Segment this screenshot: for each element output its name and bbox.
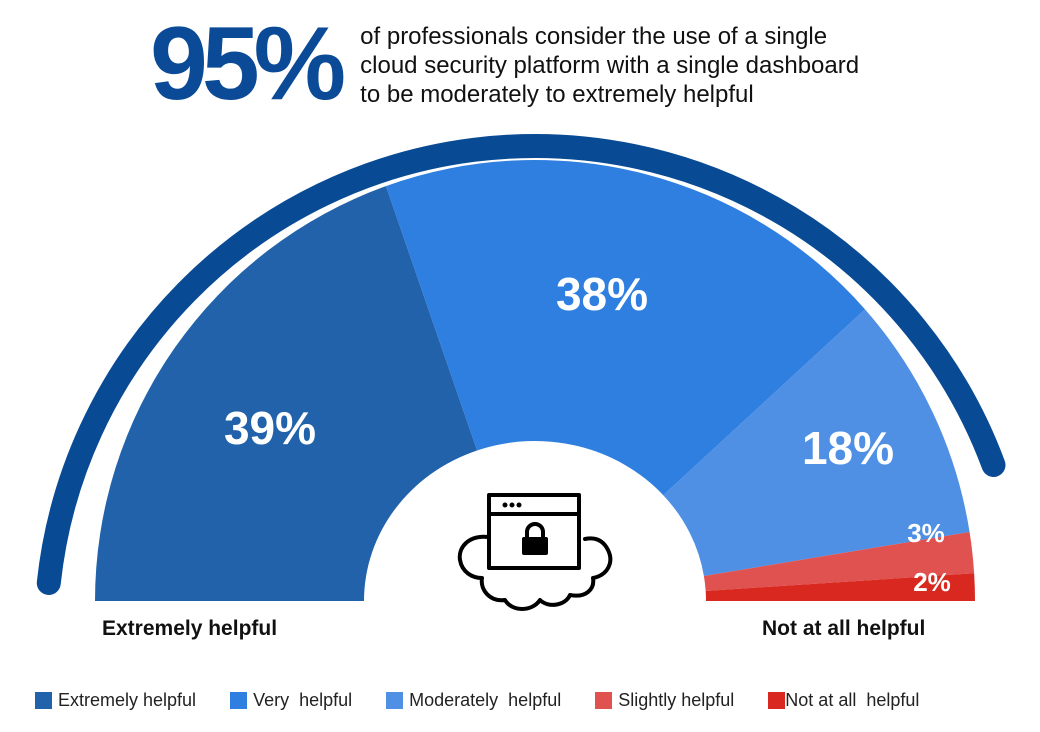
segment-value-label: 3% (907, 518, 945, 548)
headline: 95% of professionals consider the use of… (150, 6, 960, 122)
legend: Extremely helpful Very helpful Moderatel… (35, 690, 953, 711)
headline-line-2: cloud security platform with a single da… (360, 52, 860, 79)
legend-swatch (768, 692, 786, 709)
legend-item-very: Very helpful (230, 690, 352, 711)
legend-label: Extremely helpful (58, 690, 197, 710)
segment-moderately-helpful (663, 309, 970, 576)
legend-swatch (230, 692, 248, 709)
legend-swatch (595, 692, 613, 709)
legend-label: Not at all helpful (785, 690, 920, 710)
legend-label: Moderately helpful (409, 690, 562, 710)
chart-segments (95, 160, 975, 601)
legend-item-not-at-all: Not at all helpful (768, 690, 919, 711)
legend-swatch (35, 692, 52, 709)
cloud-browser-lock-icon (457, 493, 613, 611)
legend-label: Slightly helpful (618, 690, 735, 710)
outer-arc-decoration (36, 134, 1006, 595)
legend-item-slightly: Slightly helpful (595, 690, 734, 711)
lock-icon (502, 502, 548, 555)
legend-item-moderately: Moderately helpful (386, 690, 561, 711)
segment-very-helpful (385, 160, 866, 496)
axis-label-left: Extremely helpful (102, 617, 278, 640)
segment-value-label: 39% (224, 402, 316, 454)
headline-line-3: to be moderately to extremely helpful (360, 81, 754, 108)
segment-extremely-helpful (95, 186, 478, 601)
segment-slightly-helpful (703, 532, 975, 591)
legend-item-extremely: Extremely helpful (35, 690, 196, 711)
legend-swatch (386, 692, 404, 709)
axis-label-right: Not at all helpful (762, 617, 926, 640)
segment-value-label: 2% (913, 567, 951, 597)
segment-value-label: 38% (556, 268, 648, 320)
segment-value-label: 18% (802, 422, 894, 474)
headline-line-1: of professionals consider the use of a s… (360, 23, 828, 50)
chart-segment-labels: 39% 38% 18% 3% 2% (224, 268, 951, 597)
headline-stat: 95% (150, 6, 346, 122)
headline-text: of professionals consider the use of a s… (360, 22, 960, 109)
legend-label: Very helpful (253, 690, 353, 710)
segment-not-at-all-helpful (705, 573, 975, 601)
